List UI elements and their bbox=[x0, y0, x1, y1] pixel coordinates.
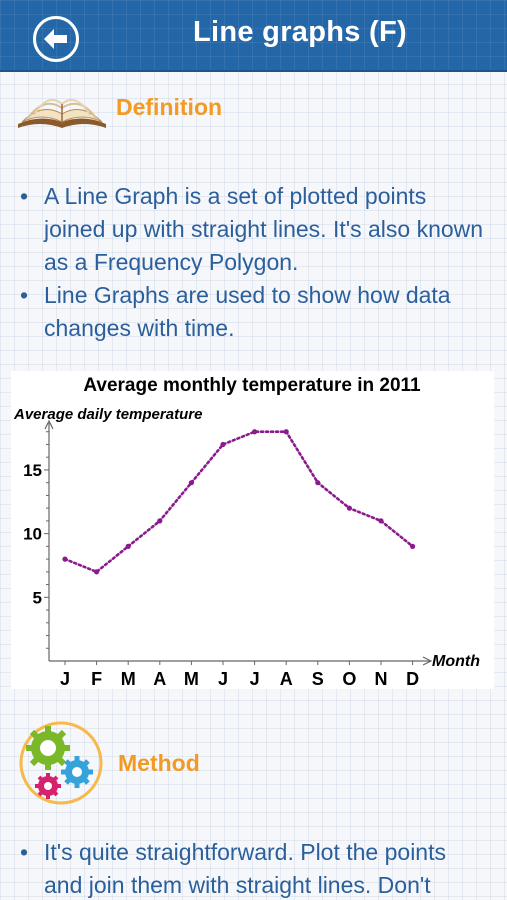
x-tick-label: M bbox=[184, 669, 199, 689]
x-axis-label: Month bbox=[432, 653, 480, 670]
definition-header: Definition bbox=[14, 84, 222, 130]
x-tick-label: S bbox=[312, 669, 324, 689]
gears-icon bbox=[19, 721, 103, 805]
open-book-icon bbox=[18, 98, 106, 128]
chart-canvas: Average monthly temperature in 2011 Avera… bbox=[13, 375, 480, 689]
x-tick-label: O bbox=[342, 669, 356, 689]
line-chart: Average monthly temperature in 2011 Avera… bbox=[11, 371, 494, 689]
data-point bbox=[252, 429, 258, 435]
x-tick-label: M bbox=[121, 669, 136, 689]
data-point bbox=[410, 543, 416, 549]
x-tick-label: F bbox=[91, 669, 102, 689]
y-axis-arrow bbox=[44, 419, 54, 430]
data-point bbox=[315, 480, 321, 486]
data-point bbox=[283, 429, 289, 435]
app-header: Line graphs (F) bbox=[0, 0, 507, 72]
x-tick-label: J bbox=[250, 669, 260, 689]
data-point bbox=[94, 569, 100, 575]
x-tick-label: J bbox=[60, 669, 70, 689]
y-tick-label: 5 bbox=[33, 588, 42, 607]
data-point bbox=[220, 441, 226, 448]
x-axis-arrow bbox=[422, 656, 433, 666]
list-item: Line Graphs are used to show how data ch… bbox=[18, 279, 488, 345]
x-tick-label: D bbox=[406, 669, 419, 689]
method-list: It's quite straightforward. Plot the poi… bbox=[18, 836, 488, 900]
x-tick-label: A bbox=[280, 669, 293, 689]
data-point bbox=[157, 518, 163, 524]
data-point bbox=[346, 505, 352, 511]
method-title: Method bbox=[118, 749, 200, 776]
method-header: Method bbox=[18, 720, 200, 806]
x-tick-label: J bbox=[218, 669, 228, 689]
data-point bbox=[62, 556, 68, 562]
data-point bbox=[378, 518, 384, 524]
y-axis-label: Average daily temperature bbox=[13, 406, 202, 423]
x-tick-label: N bbox=[375, 669, 388, 689]
data-point bbox=[188, 480, 194, 486]
list-item: It's quite straightforward. Plot the poi… bbox=[18, 836, 488, 900]
list-item: A Line Graph is a set of plotted points … bbox=[18, 180, 488, 279]
definition-title: Definition bbox=[116, 93, 223, 120]
back-button[interactable] bbox=[33, 16, 79, 62]
x-tick-label: A bbox=[153, 669, 166, 689]
arrow-left-icon bbox=[44, 29, 67, 49]
page-title: Line graphs (F) bbox=[193, 16, 407, 48]
y-tick-label: 15 bbox=[23, 461, 42, 480]
data-point bbox=[125, 543, 131, 549]
series-line bbox=[63, 430, 414, 574]
definition-list: A Line Graph is a set of plotted points … bbox=[18, 180, 488, 345]
y-tick-label: 10 bbox=[23, 525, 42, 544]
chart-title: Average monthly temperature in 2011 bbox=[83, 375, 421, 396]
